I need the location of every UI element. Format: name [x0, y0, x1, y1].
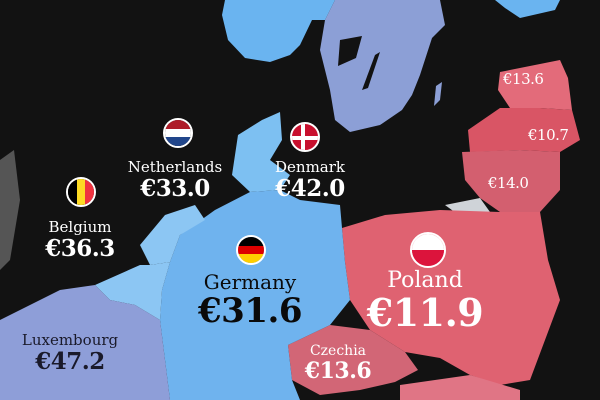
country-name: Czechia	[309, 343, 367, 359]
germany-flag-icon	[236, 235, 266, 265]
label-germany: Germany €31.6	[190, 272, 310, 328]
country-belgium	[95, 262, 170, 320]
country-netherlands	[140, 205, 205, 265]
country-name: Denmark	[275, 158, 345, 176]
country-denmark	[232, 112, 290, 192]
label-denmark: Denmark €42.0	[265, 158, 355, 202]
country-latvia	[468, 108, 580, 152]
netherlands-flag-icon	[163, 118, 193, 148]
country-lithuania	[462, 150, 560, 212]
label-latvia: €10.7	[528, 126, 569, 144]
country-value: €11.9	[366, 290, 484, 335]
country-czechia	[288, 325, 418, 395]
country-name: Luxembourg	[21, 331, 119, 349]
country-norway	[222, 0, 335, 62]
country-estonia	[498, 60, 572, 110]
label-luxembourg: Luxembourg €47.2	[15, 331, 125, 375]
denmark-flag-icon	[290, 122, 320, 152]
country-value: €47.2	[35, 348, 105, 375]
label-lithuania: €14.0	[488, 174, 529, 192]
country-germany	[160, 190, 350, 400]
country-name: Germany	[203, 270, 297, 294]
country-name: Poland	[387, 268, 463, 293]
country-finland	[495, 0, 560, 18]
country-sweden	[320, 0, 445, 132]
country-value: €13.6	[503, 70, 544, 88]
poland-flag-icon	[410, 232, 446, 268]
label-estonia: €13.6	[503, 70, 544, 88]
label-belgium: Belgium €36.3	[35, 218, 125, 262]
belgium-flag-icon	[66, 177, 96, 207]
label-netherlands: Netherlands €33.0	[120, 158, 230, 202]
country-value: €14.0	[488, 174, 529, 192]
country-poland	[342, 210, 560, 385]
country-luxembourg-region	[0, 285, 170, 400]
country-name: Belgium	[48, 218, 112, 236]
label-czechia: Czechia €13.6	[298, 344, 378, 382]
country-value: €31.6	[198, 291, 302, 331]
country-value: €36.3	[45, 235, 115, 262]
country-value: €42.0	[275, 175, 345, 202]
country-value: €33.0	[140, 175, 210, 202]
country-value: €13.6	[304, 358, 372, 384]
label-poland: Poland €11.9	[365, 270, 485, 332]
country-value: €10.7	[528, 126, 569, 144]
country-name: Netherlands	[127, 158, 223, 176]
